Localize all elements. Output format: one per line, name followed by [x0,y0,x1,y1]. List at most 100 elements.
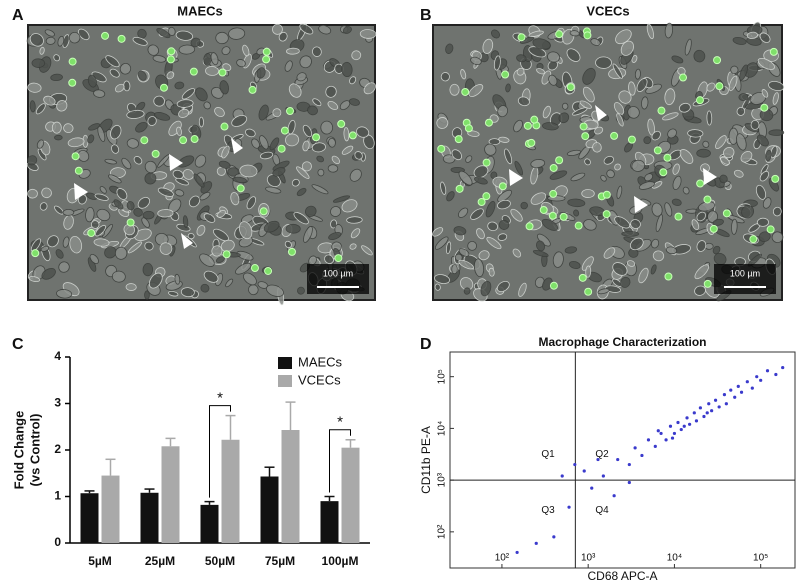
y-tick-label: 3 [54,396,61,410]
arrow [181,233,193,249]
cell [510,208,523,222]
cell [672,175,682,191]
cell [29,100,36,113]
fluorescent-cell [749,235,758,244]
cell [446,191,455,202]
significance-label: * [337,414,343,431]
cell [631,159,646,172]
cell [719,174,728,184]
cell [505,83,511,93]
cell [530,159,546,169]
cell [28,276,41,283]
cell [518,282,527,297]
cell [114,246,128,260]
fluorescent-cell [722,209,731,218]
cell [473,258,485,278]
cell [144,241,154,251]
fluorescent-cell [31,249,40,258]
cell [41,187,52,199]
point [759,378,763,382]
cell [567,198,586,208]
fluorescent-cell [101,31,110,40]
point [653,444,657,448]
fluorescent-cell [179,136,188,145]
cell [631,55,638,64]
cell [458,170,473,186]
cell [498,136,510,143]
cell [214,107,225,117]
fluorescent-cell [530,115,539,124]
cell [116,188,128,200]
cell [320,120,334,135]
fluorescent-cell [484,118,493,127]
point [682,424,686,428]
point [781,365,785,370]
cell [490,29,501,39]
cell [572,107,588,116]
cell [96,208,111,222]
cell [62,208,75,216]
cell [497,189,512,203]
cell [581,256,594,271]
x-tick-label: 25µM [145,554,175,568]
cell [272,108,282,118]
cell [702,140,710,148]
cell [56,100,68,112]
cell [434,274,450,285]
cell [176,126,182,136]
fluorescent-cell [627,135,636,144]
cell [458,248,470,257]
cell [157,209,174,218]
point [640,453,644,458]
cell [296,72,307,82]
cell [570,172,586,182]
fluorescent-cell [68,78,77,87]
cell [730,65,739,75]
cell [579,100,592,109]
cell [738,93,749,101]
x-tick-label: 10² [495,553,510,564]
fluorescent-cell [517,33,526,42]
panel-label: C [12,336,24,353]
cell [341,145,354,155]
cell [736,106,746,116]
cell [126,109,145,119]
point [670,436,675,440]
cell [691,219,700,231]
point [707,402,711,406]
cell [651,238,660,249]
fluorescent-cell [674,212,683,221]
cell [768,177,779,192]
fluorescent-cell [713,56,722,65]
arrow [169,154,183,171]
cell [153,95,165,107]
cell [484,143,497,156]
bar-chart: 0 1 2 3 4 Fold Change (vs Control) 5µM 25µM 50µM 7… [11,349,370,568]
fluorescent-cell [559,212,568,221]
cell [449,83,460,96]
fluorescent-cell [602,190,611,199]
cell [40,245,50,252]
cell [221,46,231,56]
cell [91,71,107,83]
fluorescent-cell [68,57,77,66]
cell [603,247,616,259]
cell [325,85,337,98]
cell [356,126,370,138]
y-tick-label: 10³ [437,472,448,487]
arrow [634,196,648,213]
bar [200,504,219,543]
fluorescent-cell [250,264,259,273]
cell [188,195,201,208]
quadrant-label: Q2 [595,449,609,460]
fluorescent-cell [334,254,343,263]
cell [87,134,95,144]
cell [765,149,772,162]
cell [328,137,336,148]
fluorescent-cell [548,211,557,220]
cell [219,80,230,95]
cell [465,155,473,163]
cell [242,44,250,57]
cell [590,38,601,46]
cell [594,126,604,135]
